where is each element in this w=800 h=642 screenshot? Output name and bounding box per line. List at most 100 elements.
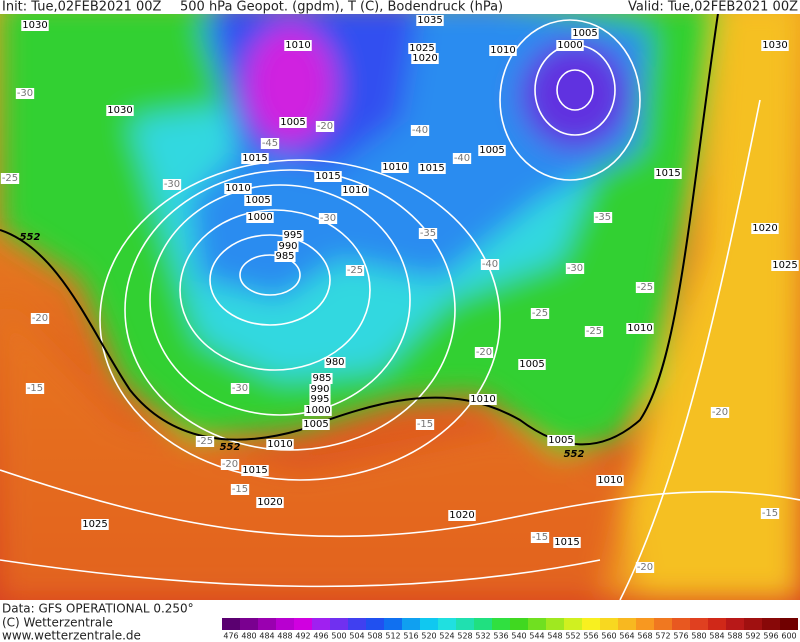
isobar-label-group: 1005 xyxy=(244,195,272,206)
isobar-label-box xyxy=(626,323,654,334)
isobar-label-group: 1030 xyxy=(21,20,49,31)
isobar-label-group: 1030 xyxy=(106,105,134,116)
temperature-label: -15 xyxy=(417,419,433,430)
colorbar-cell xyxy=(510,618,528,630)
isobar-label: 1015 xyxy=(655,168,680,179)
temperature-label-group: -20 xyxy=(30,313,50,324)
colorbar-tick-label: 584 xyxy=(709,632,724,641)
isobar-label: 1005 xyxy=(519,359,544,370)
temperature-label-group: -25 xyxy=(0,173,20,184)
isobar-label-group: 1010 xyxy=(266,439,294,450)
temperature-label: -40 xyxy=(482,259,498,270)
temperature-label-group: -15 xyxy=(530,532,550,543)
isobar-label: 1005 xyxy=(280,117,305,128)
temperature-label-box xyxy=(530,532,550,543)
isobar-label-box xyxy=(518,359,546,370)
isobar-label-group: 1000 xyxy=(304,405,332,416)
temperature-label: -20 xyxy=(222,459,238,470)
isobar-label-group: 1005 xyxy=(571,28,599,39)
isobar-label-box xyxy=(284,40,312,51)
isobar-label-box xyxy=(277,241,299,252)
isobar-label-group: 1010 xyxy=(284,40,312,51)
height-label: 552 xyxy=(220,442,241,453)
isobar-label-group: 1005 xyxy=(547,435,575,446)
isobar-label: 990 xyxy=(310,384,329,395)
isobar-label-group: 1000 xyxy=(556,40,584,51)
temperature-label: -15 xyxy=(232,484,248,495)
temperature-label: -25 xyxy=(2,173,18,184)
temperature-label: -30 xyxy=(232,383,248,394)
isobar-label: 1000 xyxy=(247,212,272,223)
map-title: 500 hPa Geopot. (gpdm), T (C), Bodendruc… xyxy=(180,0,503,15)
isobar-label-box xyxy=(279,117,307,128)
temperature-label: -20 xyxy=(32,313,48,324)
isobar-label: 985 xyxy=(275,251,294,262)
isobar-label-group: 1010 xyxy=(224,183,252,194)
contour-552 xyxy=(0,0,721,446)
colorbar-cell xyxy=(258,618,276,630)
colorbar-tick-label: 596 xyxy=(763,632,778,641)
colorbar-tick-label: 480 xyxy=(241,632,256,641)
colorbar-cell xyxy=(294,618,312,630)
temperature-label-box xyxy=(15,88,35,99)
isobar-label: 1025 xyxy=(409,43,434,54)
isobar-label-group: 1030 xyxy=(761,40,789,51)
colorbar-cell xyxy=(672,618,690,630)
temperature-label-box xyxy=(260,138,280,149)
isobar-label-box xyxy=(274,251,296,262)
isobar-label-group: 1020 xyxy=(256,497,284,508)
colorbar-cell xyxy=(348,618,366,630)
temperature-label-box xyxy=(593,212,613,223)
isobar-label: 1005 xyxy=(479,145,504,156)
isobar-label: 1015 xyxy=(315,171,340,182)
colorbar-tick-label: 560 xyxy=(601,632,616,641)
isobar-label: 1020 xyxy=(449,510,474,521)
isobar-label-group: 985 xyxy=(311,373,333,384)
isobar-label-box xyxy=(309,384,331,395)
isobar-label-group: 1020 xyxy=(411,53,439,64)
colorbar-tick-label: 580 xyxy=(691,632,706,641)
isobar-label: 1005 xyxy=(572,28,597,39)
isobar-label-box xyxy=(224,183,252,194)
temperature-label-group: -25 xyxy=(635,282,655,293)
isobar-label-box xyxy=(106,105,134,116)
temperature-label-group: -20 xyxy=(710,407,730,418)
colorbar-tick-label: 592 xyxy=(745,632,760,641)
isobar-label-box xyxy=(81,519,109,530)
isobar-label: 980 xyxy=(325,357,344,368)
isobar-label-group: 1000 xyxy=(246,212,274,223)
isobar-label-group: 1005 xyxy=(302,419,330,430)
temperature-label-box xyxy=(760,508,780,519)
isobar-label: 1000 xyxy=(305,405,330,416)
temperature-label: -25 xyxy=(637,282,653,293)
colorbar-tick-label: 556 xyxy=(583,632,598,641)
isobar-label-group: 1035 xyxy=(416,15,444,26)
init-time: Init: Tue,02FEB2021 00Z xyxy=(2,0,162,15)
isobar-label: 1030 xyxy=(107,105,132,116)
isobar-label-box xyxy=(241,465,269,476)
temperature-label: -25 xyxy=(347,265,363,276)
header-bar xyxy=(0,0,800,14)
isobar-label: 1005 xyxy=(245,195,270,206)
temperature-label-box xyxy=(530,308,550,319)
temperature-label-box xyxy=(230,383,250,394)
colorbar-cell xyxy=(708,618,726,630)
colorbar-tick-label: 504 xyxy=(349,632,364,641)
isobar-label-box xyxy=(241,153,269,164)
temperature-label-group: -20 xyxy=(315,121,335,132)
temperature-label: -15 xyxy=(762,508,778,519)
temperature-label: -30 xyxy=(567,263,583,274)
colorbar-cell xyxy=(330,618,348,630)
temperature-label-group: -40 xyxy=(452,153,472,164)
temperature-label-box xyxy=(345,265,365,276)
colorbar-tick-label: 528 xyxy=(457,632,472,641)
temperature-label-box xyxy=(480,259,500,270)
temperature-label-group: -30 xyxy=(230,383,250,394)
isobar-label-box xyxy=(302,419,330,430)
isobar-label-box xyxy=(416,15,444,26)
temperature-label-group: -20 xyxy=(474,347,494,358)
isobar-label: 1035 xyxy=(417,15,442,26)
isobar-label: 1010 xyxy=(382,162,407,173)
isobar-label-box xyxy=(556,40,584,51)
